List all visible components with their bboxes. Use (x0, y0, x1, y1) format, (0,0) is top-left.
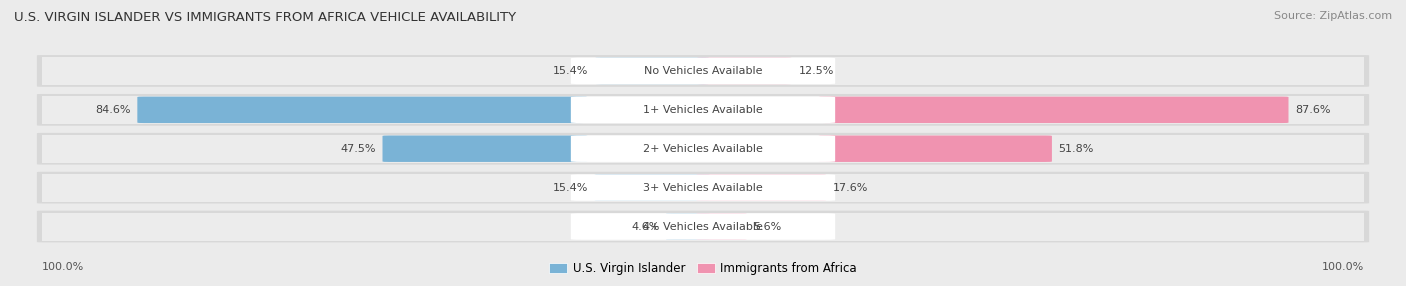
FancyBboxPatch shape (37, 94, 1369, 126)
FancyBboxPatch shape (818, 136, 1052, 162)
FancyBboxPatch shape (571, 58, 835, 84)
FancyBboxPatch shape (696, 58, 792, 84)
FancyBboxPatch shape (37, 211, 1369, 242)
Text: 84.6%: 84.6% (96, 105, 131, 115)
Text: 15.4%: 15.4% (553, 66, 588, 76)
FancyBboxPatch shape (571, 97, 835, 123)
Text: Source: ZipAtlas.com: Source: ZipAtlas.com (1274, 11, 1392, 21)
FancyBboxPatch shape (42, 57, 1364, 85)
Text: 5.6%: 5.6% (754, 222, 782, 231)
FancyBboxPatch shape (666, 213, 710, 240)
FancyBboxPatch shape (37, 55, 1369, 87)
FancyBboxPatch shape (595, 58, 710, 84)
FancyBboxPatch shape (696, 174, 825, 201)
Text: 15.4%: 15.4% (553, 183, 588, 192)
Text: 87.6%: 87.6% (1295, 105, 1330, 115)
Text: 47.5%: 47.5% (340, 144, 375, 154)
Text: No Vehicles Available: No Vehicles Available (644, 66, 762, 76)
FancyBboxPatch shape (138, 97, 588, 123)
FancyBboxPatch shape (42, 96, 1364, 124)
Text: 3+ Vehicles Available: 3+ Vehicles Available (643, 183, 763, 192)
Text: 51.8%: 51.8% (1059, 144, 1094, 154)
Text: 100.0%: 100.0% (42, 262, 84, 272)
Text: 2+ Vehicles Available: 2+ Vehicles Available (643, 144, 763, 154)
FancyBboxPatch shape (382, 136, 588, 162)
Text: 17.6%: 17.6% (832, 183, 868, 192)
FancyBboxPatch shape (42, 212, 1364, 241)
FancyBboxPatch shape (818, 97, 1288, 123)
Text: 100.0%: 100.0% (1322, 262, 1364, 272)
FancyBboxPatch shape (595, 174, 710, 201)
FancyBboxPatch shape (42, 135, 1364, 163)
FancyBboxPatch shape (37, 172, 1369, 203)
FancyBboxPatch shape (571, 174, 835, 201)
FancyBboxPatch shape (37, 133, 1369, 164)
Text: 4.6%: 4.6% (631, 222, 659, 231)
Text: 1+ Vehicles Available: 1+ Vehicles Available (643, 105, 763, 115)
FancyBboxPatch shape (571, 136, 835, 162)
FancyBboxPatch shape (42, 174, 1364, 202)
Text: 4+ Vehicles Available: 4+ Vehicles Available (643, 222, 763, 231)
FancyBboxPatch shape (696, 213, 747, 240)
Text: U.S. VIRGIN ISLANDER VS IMMIGRANTS FROM AFRICA VEHICLE AVAILABILITY: U.S. VIRGIN ISLANDER VS IMMIGRANTS FROM … (14, 11, 516, 24)
FancyBboxPatch shape (571, 213, 835, 240)
Text: 12.5%: 12.5% (799, 66, 834, 76)
Legend: U.S. Virgin Islander, Immigrants from Africa: U.S. Virgin Islander, Immigrants from Af… (544, 258, 862, 280)
